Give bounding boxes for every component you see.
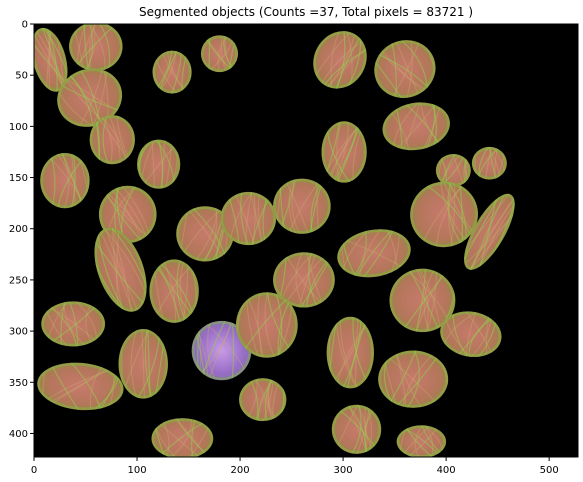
segmented-object — [149, 259, 198, 322]
y-tick-label: 200 — [9, 224, 28, 235]
y-tick-label: 150 — [9, 173, 28, 184]
segmented-object — [40, 153, 89, 208]
segmented-object — [201, 35, 238, 72]
segmented-object — [239, 378, 286, 421]
segmented-object — [327, 317, 374, 389]
y-tick-label: 300 — [9, 327, 28, 338]
segmented-object — [151, 418, 213, 459]
y-tick-label: 350 — [9, 378, 28, 389]
y-tick-label: 50 — [15, 71, 28, 82]
segmented-object — [321, 121, 366, 182]
x-tick-label: 0 — [31, 465, 37, 476]
segmented-object — [69, 22, 123, 71]
segmented-object — [41, 301, 105, 346]
segmented-object — [236, 292, 298, 358]
segmented-object — [332, 405, 381, 454]
segmented-object — [220, 192, 276, 245]
x-tick-label: 300 — [334, 465, 353, 476]
y-tick-label: 250 — [9, 275, 28, 286]
segmented-object — [378, 351, 448, 408]
y-tick-label: 400 — [9, 429, 28, 440]
x-axis: 0 100 200 300 400 500 — [31, 457, 559, 476]
x-tick-label: 200 — [231, 465, 250, 476]
x-tick-label: 400 — [437, 465, 456, 476]
segmented-object — [273, 179, 331, 234]
x-tick-label: 100 — [127, 465, 146, 476]
y-tick-label: 0 — [22, 20, 28, 31]
y-tick-label: 100 — [9, 122, 28, 133]
x-tick-label: 500 — [540, 465, 559, 476]
y-axis: 0 50 100 150 200 250 300 350 400 — [9, 20, 34, 440]
